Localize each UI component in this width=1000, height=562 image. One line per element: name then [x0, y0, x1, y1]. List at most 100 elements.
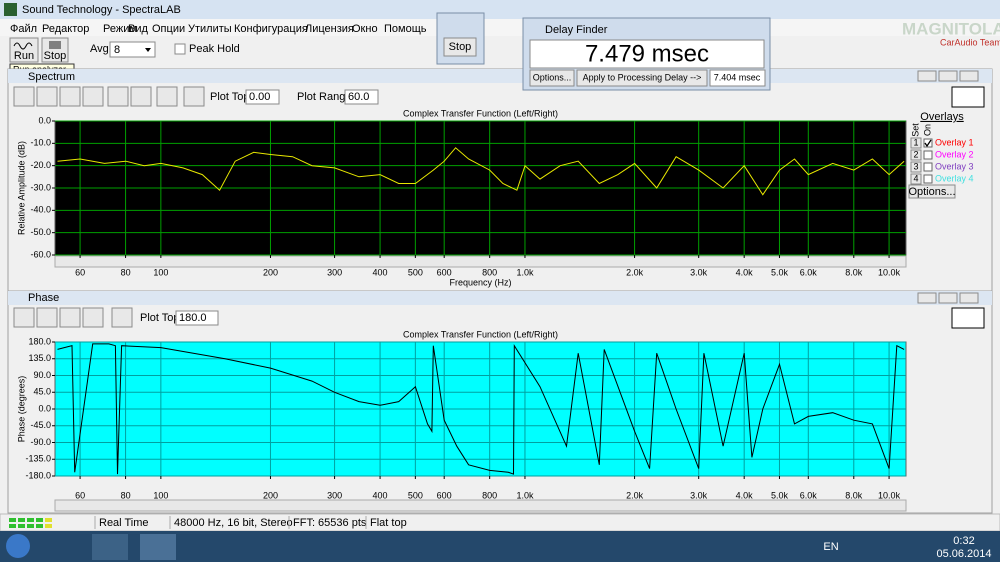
status-text: Flat top	[370, 517, 407, 529]
run-button[interactable]	[9, 37, 39, 63]
status-text: Real Time	[99, 517, 149, 529]
maximize[interactable]	[938, 70, 958, 82]
view-icon[interactable]	[951, 307, 985, 329]
trace	[57, 343, 905, 475]
spectrum-scrollbar[interactable]	[54, 255, 907, 268]
y-tick-label: 135.0	[28, 353, 51, 363]
x-tick-label: 400	[373, 490, 388, 500]
plot-top-field[interactable]	[175, 310, 219, 326]
task-browser[interactable]	[92, 534, 128, 560]
settings-tool[interactable]	[183, 86, 205, 107]
task-spectralab[interactable]	[140, 534, 176, 560]
delay-value: 7.479 msec	[585, 40, 709, 67]
x-tick-label: 80	[121, 490, 131, 500]
start-button[interactable]	[6, 534, 30, 558]
plot-top-field[interactable]	[245, 89, 280, 105]
minimize[interactable]	[917, 70, 937, 82]
y-axis-label: Relative Amplitude (dB)	[16, 141, 26, 235]
x-tick-label: 8.0k	[845, 267, 863, 277]
x-tick-label: 10.0k	[878, 490, 901, 500]
options-button[interactable]	[529, 69, 575, 87]
status-text: 48000 Hz, 16 bit, Stereo	[174, 517, 293, 529]
x-tick-label: 600	[437, 267, 452, 277]
plot-top-value: 0.00	[249, 91, 270, 103]
overlay-set: 4	[913, 173, 918, 183]
stop-label: Stop	[44, 50, 67, 62]
y-tick-label: -30.0	[30, 182, 51, 192]
avg-select[interactable]	[109, 41, 156, 58]
menu-item[interactable]: Файл	[10, 23, 37, 35]
overlay-set-box[interactable]	[910, 173, 922, 185]
clock-date: 05.06.2014	[936, 548, 991, 560]
close[interactable]	[959, 292, 979, 304]
overlay-set-box[interactable]	[910, 161, 922, 173]
x-tick-label: 200	[263, 490, 278, 500]
menu-item[interactable]: Окно	[352, 23, 378, 35]
overlay-checkbox[interactable]	[923, 150, 933, 160]
zoom-out-tool[interactable]	[59, 86, 81, 107]
y-tick-label: -135.0	[25, 454, 51, 464]
zoom-tool[interactable]	[13, 86, 35, 107]
x-tick-label: 400	[373, 267, 388, 277]
menu-item[interactable]: Редактор	[42, 23, 89, 35]
maximize[interactable]	[938, 292, 958, 304]
zoom-in-tool[interactable]	[36, 307, 58, 328]
overlay-set-box[interactable]	[910, 137, 922, 149]
overlay-checkbox[interactable]	[923, 174, 933, 184]
x-tick-label: 60	[75, 267, 85, 277]
window-title: Sound Technology - SpectraLAB	[22, 4, 181, 16]
stop-window-button[interactable]	[443, 37, 477, 57]
menu-item[interactable]: Вид	[128, 23, 148, 35]
table-tool[interactable]	[111, 307, 133, 328]
zoom-full-tool[interactable]	[82, 86, 104, 107]
menu-item[interactable]: Конфигурация	[234, 23, 308, 35]
zoom-in-tool[interactable]	[36, 86, 58, 107]
phase-scrollbar[interactable]	[54, 499, 907, 512]
x-tick-label: 3.0k	[690, 490, 708, 500]
run-label: Run	[14, 50, 34, 62]
line-tool[interactable]	[107, 86, 129, 107]
zoom-full-tool[interactable]	[82, 307, 104, 328]
title-bar	[0, 0, 1000, 19]
view-icon[interactable]	[951, 86, 985, 108]
x-tick-label: 4.0k	[736, 267, 754, 277]
close[interactable]	[959, 70, 979, 82]
plot-top-value: 180.0	[179, 312, 207, 324]
overlay-list: 1 Overlay 1 2 Overlay 2 3 Overlay 3 4 Overlay 4	[910, 137, 974, 185]
overlay-check	[924, 139, 932, 148]
peak-hold-checkbox[interactable]	[174, 43, 186, 55]
plot-range-field[interactable]	[344, 89, 379, 105]
chart: Complex Transfer Function (Left/Right) Re…	[16, 108, 907, 287]
bar-tool[interactable]	[130, 86, 152, 107]
overlay-options-button[interactable]	[908, 184, 956, 199]
run-icon	[13, 42, 33, 50]
spectrum-tools	[13, 86, 205, 107]
plot-top-label: Plot Top:	[210, 91, 253, 103]
x-tick-label: 8.0k	[845, 490, 863, 500]
apply-button[interactable]	[576, 69, 708, 87]
x-tick-label: 300	[327, 490, 342, 500]
phase-tools	[13, 307, 133, 328]
x-tick-label: 4.0k	[736, 490, 754, 500]
apply-label: Apply to Processing Delay -->	[583, 72, 702, 82]
zoom-tool[interactable]	[13, 307, 35, 328]
menu-item[interactable]: Лицензия	[305, 23, 354, 35]
spectrum-titlebar	[8, 69, 992, 83]
y-tick-label: -20.0	[30, 160, 51, 170]
zoom-out-tool[interactable]	[59, 307, 81, 328]
x-tick-label: 800	[482, 267, 497, 277]
x-tick-label: 6.0k	[800, 267, 818, 277]
menu-item[interactable]: Опции	[152, 23, 185, 35]
overlay-name: Overlay 3	[935, 161, 974, 171]
minimize[interactable]	[917, 292, 937, 304]
menu-item[interactable]: Режим	[103, 23, 137, 35]
overlay-set-box[interactable]	[910, 149, 922, 161]
menu-item[interactable]: Помощь	[384, 23, 427, 35]
x-tick-label: 500	[408, 267, 423, 277]
plot-range-value: 60.0	[348, 91, 369, 103]
overlay-checkbox[interactable]	[923, 138, 933, 148]
overlay-checkbox[interactable]	[923, 162, 933, 172]
overlay-name: Overlay 4	[935, 173, 974, 183]
menu-item[interactable]: Утилиты	[188, 23, 232, 35]
table-tool[interactable]	[156, 86, 178, 107]
